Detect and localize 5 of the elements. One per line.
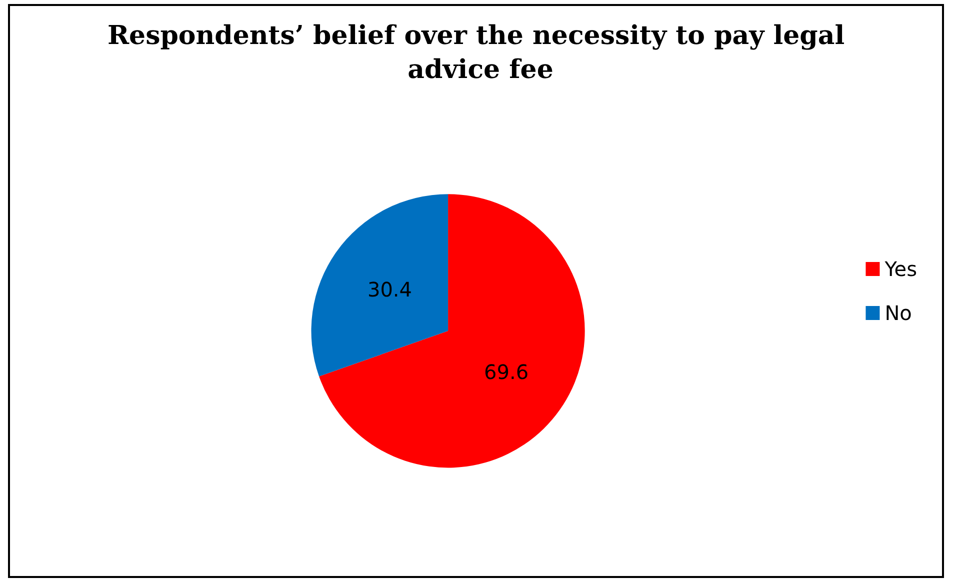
data-label: 30.4 (367, 278, 412, 302)
data-label: 69.6 (484, 360, 529, 384)
chart-title: Respondents’ belief over the necessity to pay legal advice fee (107, 21, 845, 85)
legend-label: No (884, 301, 912, 325)
legend-label: Yes (884, 257, 918, 281)
